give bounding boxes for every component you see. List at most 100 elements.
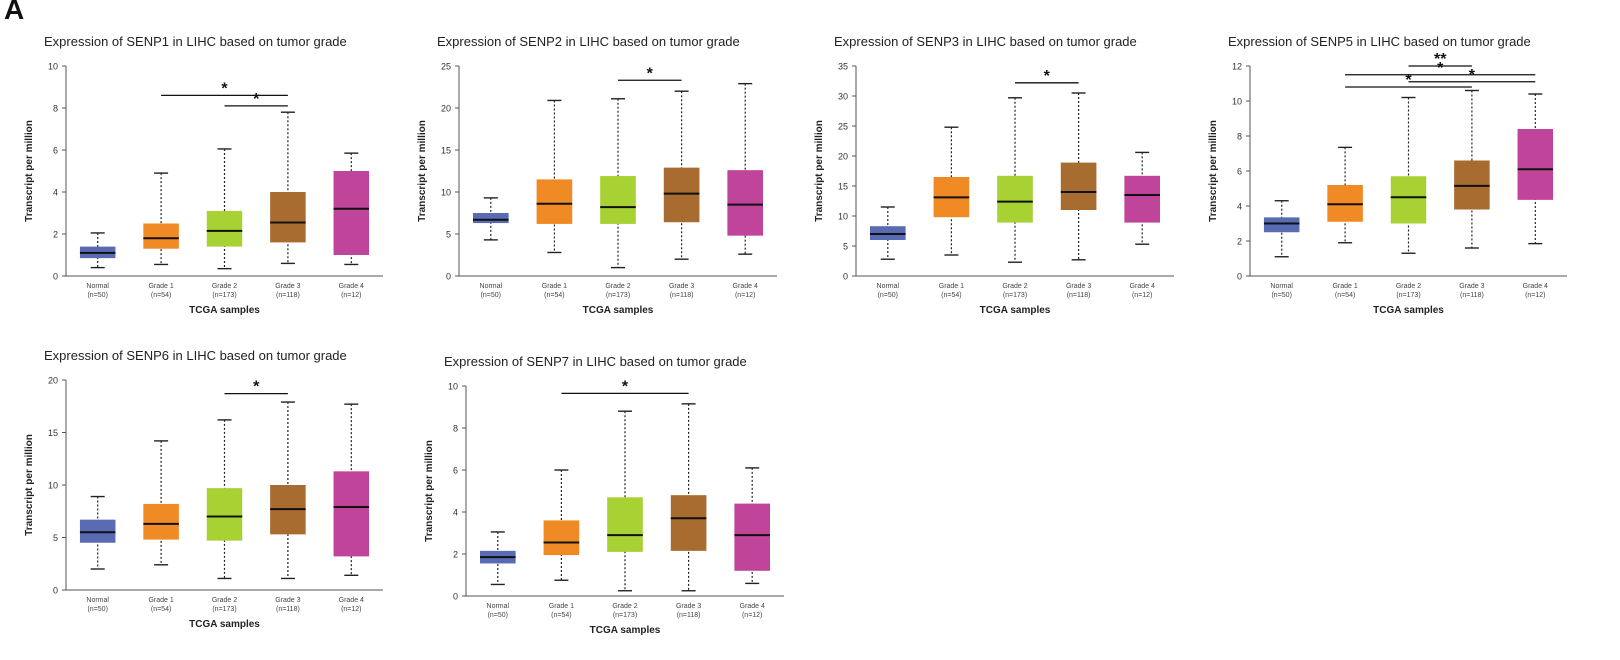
significance-label: * (253, 379, 260, 396)
x-tick-label: Grade 2 (1002, 283, 1027, 290)
x-tick-label: Normal (877, 283, 900, 290)
y-tick-label: 2 (453, 550, 458, 560)
x-tick-label: Grade 2 (1396, 283, 1421, 290)
x-tick-label: Grade 1 (939, 283, 964, 290)
y-tick-label: 4 (1237, 202, 1242, 212)
y-tick-label: 8 (453, 424, 458, 434)
y-tick-label: 10 (1232, 97, 1242, 107)
y-tick-label: 6 (53, 146, 58, 156)
y-tick-label: 15 (441, 146, 451, 156)
y-tick-label: 15 (48, 428, 58, 438)
x-tick-label: Normal (86, 597, 109, 604)
y-tick-label: 10 (448, 382, 458, 392)
x-tick-label: Grade 1 (542, 283, 567, 290)
y-tick-label: 8 (1237, 132, 1242, 142)
x-tick-label: Normal (487, 603, 510, 610)
y-axis-label: Transcript per million (24, 120, 35, 222)
y-tick-label: 35 (838, 62, 848, 72)
x-tick-count: (n=54) (551, 612, 571, 619)
chart-3: Expression of SENP3 in LIHC based on tum… (814, 34, 1174, 316)
y-tick-label: 20 (441, 104, 451, 114)
x-tick-label: Grade 4 (733, 283, 758, 290)
x-tick-count: (n=54) (151, 606, 171, 613)
x-tick-label: Grade 3 (676, 603, 701, 610)
x-tick-count: (n=12) (1525, 292, 1545, 299)
y-axis-label: Transcript per million (1208, 120, 1219, 222)
x-tick-count: (n=118) (670, 292, 694, 299)
x-tick-count: (n=173) (212, 606, 236, 613)
x-tick-label: Grade 4 (1130, 283, 1155, 290)
y-tick-label: 0 (453, 592, 458, 602)
box-grade-4 (333, 171, 370, 255)
significance-label: * (1469, 67, 1476, 84)
x-tick-count: (n=173) (212, 292, 236, 299)
panel-label: A (4, 0, 25, 25)
y-tick-label: 2 (1237, 237, 1242, 247)
y-tick-label: 5 (53, 533, 58, 543)
box-grade-4 (333, 471, 370, 557)
chart-title: Expression of SENP2 in LIHC based on tum… (437, 34, 740, 49)
y-tick-label: 10 (441, 188, 451, 198)
x-tick-count: (n=54) (941, 292, 961, 299)
box-grade-3 (663, 167, 700, 223)
y-tick-label: 5 (446, 230, 451, 240)
x-tick-count: (n=118) (276, 606, 300, 613)
x-tick-count: (n=118) (1067, 292, 1091, 299)
box-grade-2 (206, 488, 243, 541)
y-axis-label: Transcript per million (424, 440, 435, 542)
box-grade-3 (270, 192, 306, 243)
x-tick-label: Grade 2 (212, 283, 237, 290)
box-grade-1 (143, 503, 179, 540)
chart-4: Expression of SENP5 in LIHC based on tum… (1208, 34, 1567, 316)
y-tick-label: 0 (53, 272, 58, 282)
box-grade-4 (734, 503, 771, 571)
box-grade-4 (1124, 175, 1161, 223)
significance-label: * (1437, 60, 1444, 77)
x-tick-label: Grade 2 (612, 603, 637, 610)
x-tick-label: Grade 1 (549, 603, 574, 610)
x-tick-count: (n=12) (735, 292, 755, 299)
y-tick-label: 12 (1232, 62, 1242, 72)
chart-title: Expression of SENP5 in LIHC based on tum… (1228, 34, 1531, 49)
x-tick-label: Grade 4 (1523, 283, 1548, 290)
y-tick-label: 30 (838, 92, 848, 102)
y-tick-label: 0 (1237, 272, 1242, 282)
significance-label: * (1405, 72, 1412, 89)
box-grade-4 (1517, 129, 1554, 200)
y-tick-label: 20 (838, 152, 848, 162)
x-tick-label: Normal (1270, 283, 1293, 290)
y-tick-label: 6 (1237, 167, 1242, 177)
x-tick-count: (n=54) (544, 292, 564, 299)
y-tick-label: 15 (838, 182, 848, 192)
box-grade-2 (997, 175, 1033, 223)
x-tick-count: (n=50) (488, 612, 508, 619)
box-grade-1 (536, 179, 573, 224)
x-tick-label: Grade 3 (669, 283, 694, 290)
chart-1: Expression of SENP1 in LIHC based on tum… (24, 34, 383, 316)
x-tick-label: Grade 1 (148, 597, 173, 604)
box-grade-2 (1390, 176, 1427, 224)
y-tick-label: 10 (838, 212, 848, 222)
box-grade-4 (727, 170, 764, 236)
box-grade-1 (543, 520, 580, 556)
x-tick-label: Grade 1 (1332, 283, 1357, 290)
x-tick-count: (n=173) (606, 292, 630, 299)
box-normal (472, 213, 509, 224)
x-tick-count: (n=50) (1271, 292, 1291, 299)
x-tick-label: Grade 3 (1066, 283, 1091, 290)
x-tick-label: Grade 2 (212, 597, 237, 604)
y-tick-label: 0 (446, 272, 451, 282)
x-tick-count: (n=118) (1460, 292, 1484, 299)
x-tick-label: Grade 2 (605, 283, 630, 290)
x-tick-count: (n=54) (1335, 292, 1355, 299)
x-tick-count: (n=50) (481, 292, 501, 299)
x-tick-count: (n=173) (1396, 292, 1420, 299)
x-tick-count: (n=173) (1003, 292, 1027, 299)
x-axis-label: TCGA samples (590, 625, 661, 636)
x-axis-label: TCGA samples (583, 305, 654, 316)
y-tick-label: 20 (48, 376, 58, 386)
x-tick-label: Normal (86, 283, 109, 290)
y-tick-label: 25 (441, 62, 451, 72)
significance-label: * (1044, 68, 1051, 85)
x-tick-label: Grade 3 (275, 283, 300, 290)
